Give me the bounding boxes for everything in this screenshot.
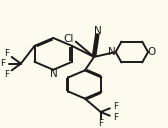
- Text: N: N: [50, 69, 57, 79]
- Text: N: N: [94, 26, 102, 36]
- Text: F: F: [113, 113, 118, 122]
- Text: F: F: [113, 102, 118, 111]
- Text: O: O: [148, 47, 156, 57]
- Text: F: F: [4, 70, 9, 79]
- Text: F: F: [98, 119, 103, 128]
- Text: F: F: [4, 49, 9, 58]
- Text: Cl: Cl: [64, 34, 74, 44]
- Text: N: N: [108, 47, 116, 57]
- Text: F: F: [0, 59, 5, 68]
